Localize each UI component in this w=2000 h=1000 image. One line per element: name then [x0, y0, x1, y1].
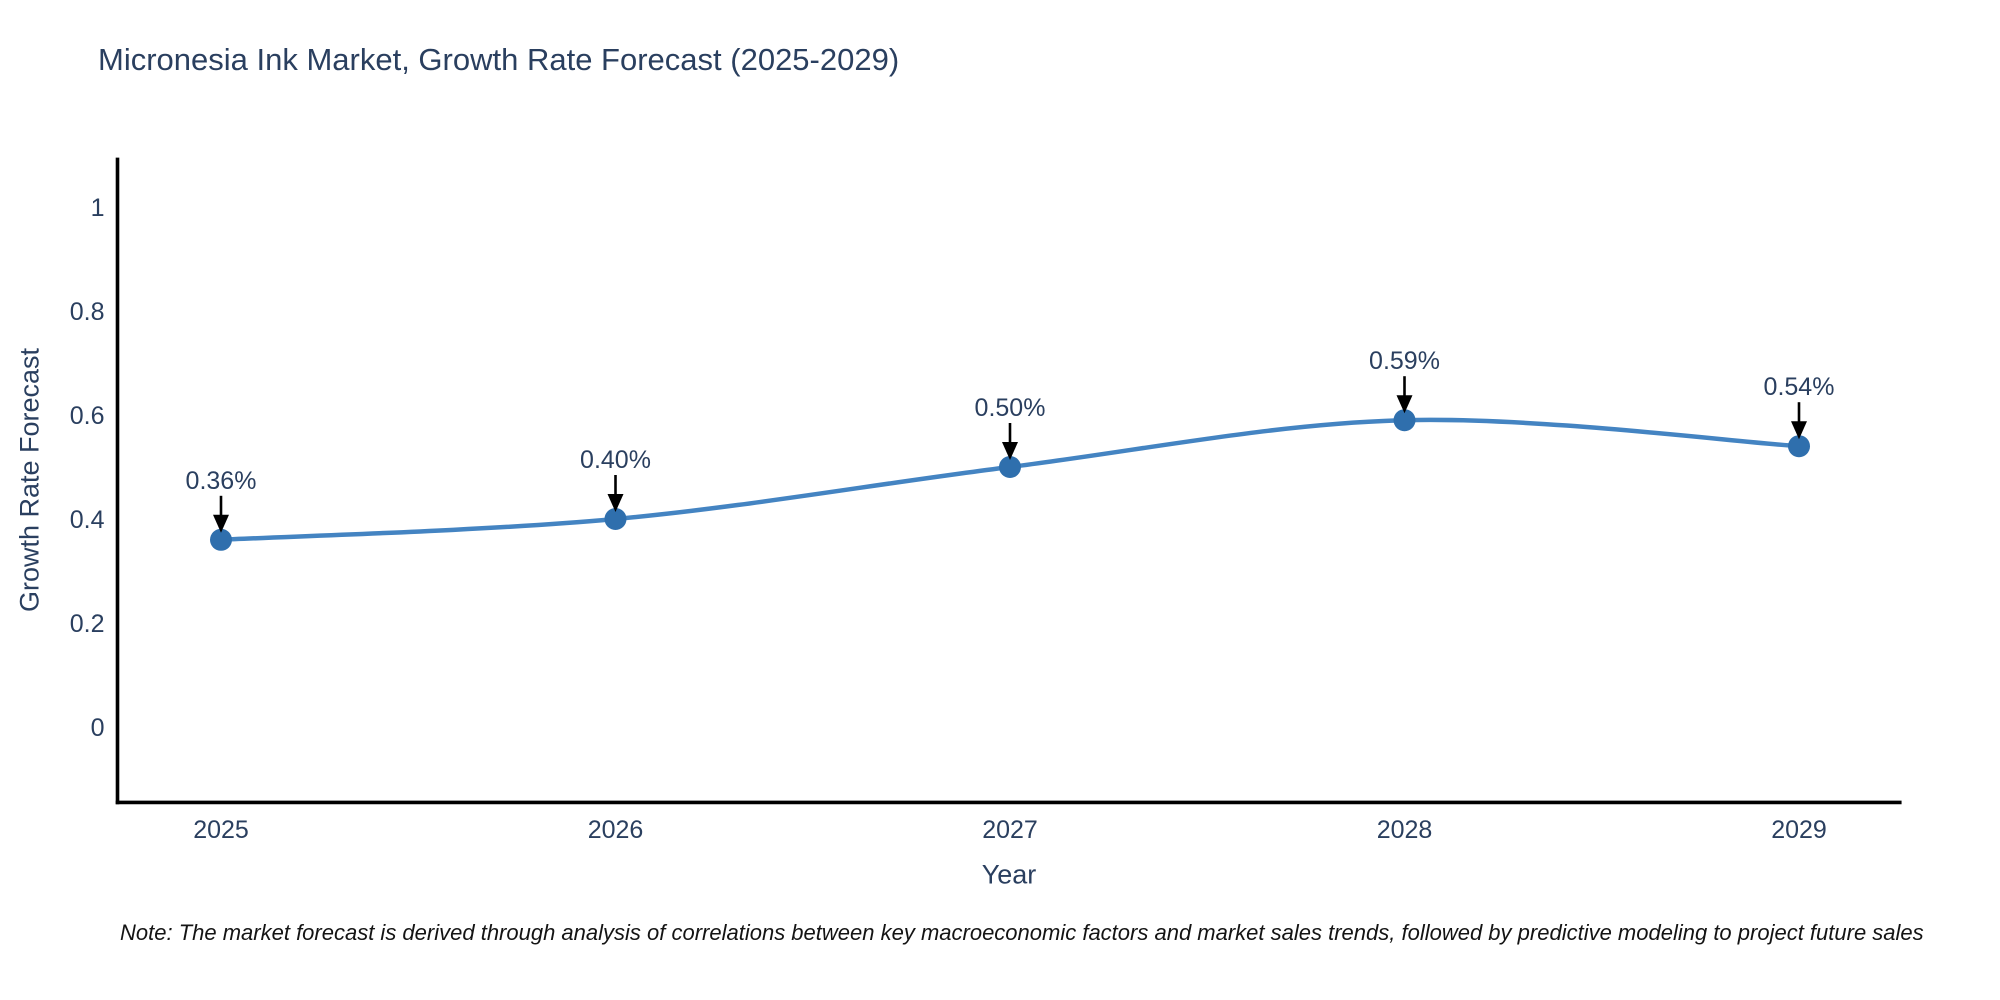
- x-axis-title: Year: [981, 859, 1037, 890]
- y-tick-label: 0.4: [70, 506, 105, 534]
- point-annotation: 0.59%: [1369, 347, 1440, 375]
- point-annotation: 0.40%: [580, 446, 651, 474]
- x-tick-label: 2029: [1771, 816, 1827, 844]
- annotation-arrowhead-icon: [1396, 395, 1413, 414]
- y-tick-label: 1: [91, 194, 105, 222]
- annotation-arrowhead-icon: [1002, 442, 1018, 460]
- y-tick-label: 0.6: [70, 402, 105, 430]
- y-tick-label: 0: [91, 714, 105, 742]
- x-tick-label: 2026: [588, 816, 644, 844]
- data-point-marker: [1393, 409, 1416, 432]
- x-tick-label: 2027: [982, 816, 1038, 844]
- data-point-marker: [1788, 435, 1810, 458]
- chart-title: Micronesia Ink Market, Growth Rate Forec…: [98, 42, 900, 77]
- annotation-arrowhead-icon: [1791, 421, 1807, 440]
- data-point-marker: [210, 528, 232, 551]
- point-annotation: 0.36%: [186, 467, 257, 495]
- data-point-marker: [604, 508, 627, 530]
- x-tick-label: 2025: [193, 816, 249, 844]
- data-point-marker: [999, 456, 1021, 478]
- y-tick-label: 0.8: [70, 298, 105, 326]
- annotation-arrowhead-icon: [213, 514, 229, 533]
- y-tick-label: 0.2: [70, 610, 105, 638]
- annotation-arrowhead-icon: [607, 494, 624, 512]
- point-annotation: 0.54%: [1764, 373, 1835, 401]
- point-annotation: 0.50%: [975, 394, 1046, 422]
- x-tick-label: 2028: [1377, 816, 1433, 844]
- footnote: Note: The market forecast is derived thr…: [120, 920, 1924, 945]
